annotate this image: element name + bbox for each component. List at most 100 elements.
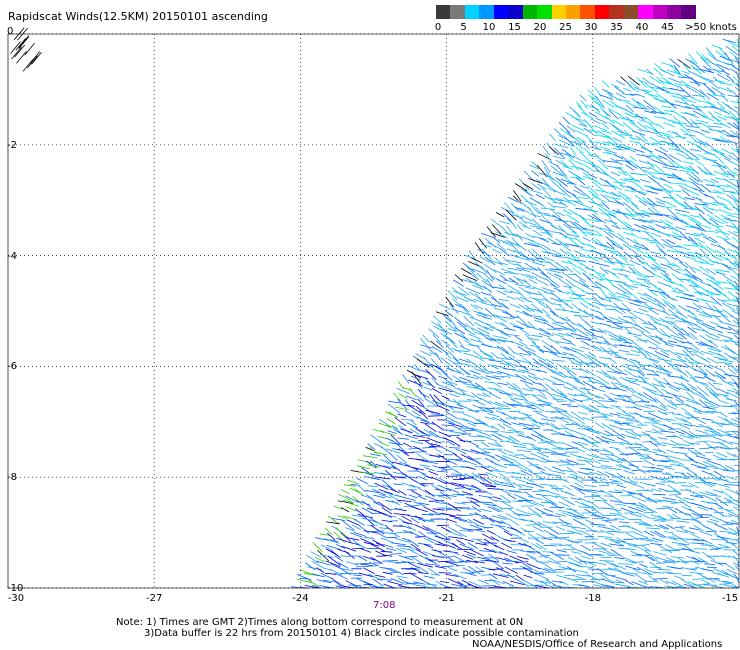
wind-barb — [685, 106, 701, 111]
wind-barb — [639, 134, 648, 142]
wind-barb — [371, 512, 382, 514]
color-swatch — [681, 5, 696, 19]
wind-barb — [648, 364, 663, 371]
wind-barb — [415, 507, 428, 513]
wind-barb — [535, 585, 549, 589]
wind-barb — [713, 161, 727, 169]
wind-barb — [695, 51, 707, 62]
color-swatch — [652, 5, 667, 19]
wind-barb — [650, 232, 662, 238]
wind-barb — [636, 448, 650, 451]
latitude-label: 0 — [7, 26, 14, 37]
wind-barb — [395, 548, 407, 554]
wind-barb — [447, 566, 458, 572]
wind-barb — [708, 339, 718, 348]
wind-barb — [422, 446, 436, 449]
wind-barb — [389, 488, 400, 494]
wind-barb — [469, 370, 481, 375]
wind-barb — [589, 361, 601, 366]
wind-barb — [415, 353, 426, 360]
wind-barb — [557, 476, 570, 484]
wind-barb — [484, 416, 495, 421]
wind-barb — [701, 568, 714, 572]
wind-barb — [544, 153, 553, 163]
wind-barb — [499, 274, 508, 281]
wind-barb — [662, 243, 674, 249]
wind-barb — [660, 481, 675, 483]
wind-barb — [482, 392, 491, 398]
wind-barb — [634, 148, 645, 153]
wind-barb — [528, 533, 539, 541]
wind-barb — [707, 502, 719, 505]
wind-barb — [377, 578, 393, 581]
wind-barb — [544, 383, 555, 391]
wind-barb — [726, 214, 740, 218]
wind-barb — [579, 368, 589, 374]
wind-barb — [458, 484, 472, 491]
wind-barb — [688, 278, 702, 289]
wind-barb — [625, 164, 635, 171]
wind-barb — [713, 356, 727, 361]
wind-barb — [367, 524, 379, 527]
wind-barb — [727, 381, 740, 385]
wind-barb — [493, 375, 504, 378]
wind-barb — [679, 251, 695, 257]
wind-barb — [450, 419, 463, 426]
wind-barb — [566, 466, 578, 475]
wind-barb — [612, 137, 623, 143]
wind-barb — [380, 458, 390, 465]
wind-barb — [525, 221, 537, 226]
wind-barb — [527, 206, 537, 218]
wind-barb — [418, 487, 431, 495]
wind-barb — [645, 83, 658, 93]
wind-barb — [468, 291, 477, 298]
wind-barb — [638, 190, 648, 195]
wind-barb — [661, 238, 671, 246]
wind-barb — [570, 411, 585, 421]
wind-barb — [545, 304, 556, 315]
wind-barb — [562, 484, 572, 491]
wind-barb — [696, 74, 711, 83]
wind-barb — [700, 287, 713, 296]
wind-barb — [701, 470, 713, 476]
wind-barb — [522, 374, 535, 383]
wind-barb — [531, 261, 546, 267]
wind-barb — [455, 349, 470, 353]
wind-barb — [706, 477, 722, 480]
wind-barb — [731, 115, 740, 124]
wind-barb — [530, 452, 545, 460]
wind-barb — [612, 430, 626, 439]
wind-barb — [695, 256, 709, 264]
wind-barb — [693, 232, 704, 236]
wind-barb — [691, 502, 703, 507]
wind-barb — [541, 187, 551, 197]
wind-barb — [515, 388, 527, 397]
wind-barb — [499, 247, 509, 256]
wind-barb — [489, 293, 497, 301]
wind-barb — [734, 566, 740, 570]
wind-barb — [15, 37, 27, 51]
wind-barb — [409, 418, 417, 426]
wind-barb — [601, 201, 610, 210]
wind-barb — [511, 422, 522, 426]
wind-barb — [665, 91, 680, 96]
wind-barb — [366, 494, 379, 505]
wind-barb — [574, 447, 585, 453]
wind-barb — [463, 363, 476, 368]
wind-barb — [736, 158, 740, 161]
wind-barb — [690, 495, 704, 499]
wind-barb — [593, 302, 607, 308]
wind-barb — [333, 505, 343, 510]
wind-barb — [685, 305, 700, 311]
wind-barb — [718, 463, 729, 471]
wind-barb — [699, 190, 708, 198]
wind-barb — [556, 549, 567, 553]
wind-barb — [712, 184, 726, 191]
wind-barb — [623, 369, 635, 377]
wind-barb — [646, 287, 658, 297]
wind-barb — [629, 121, 642, 130]
wind-barb — [714, 393, 729, 397]
wind-barb — [712, 256, 723, 261]
wind-barb — [442, 314, 452, 323]
wind-barb — [655, 197, 665, 203]
